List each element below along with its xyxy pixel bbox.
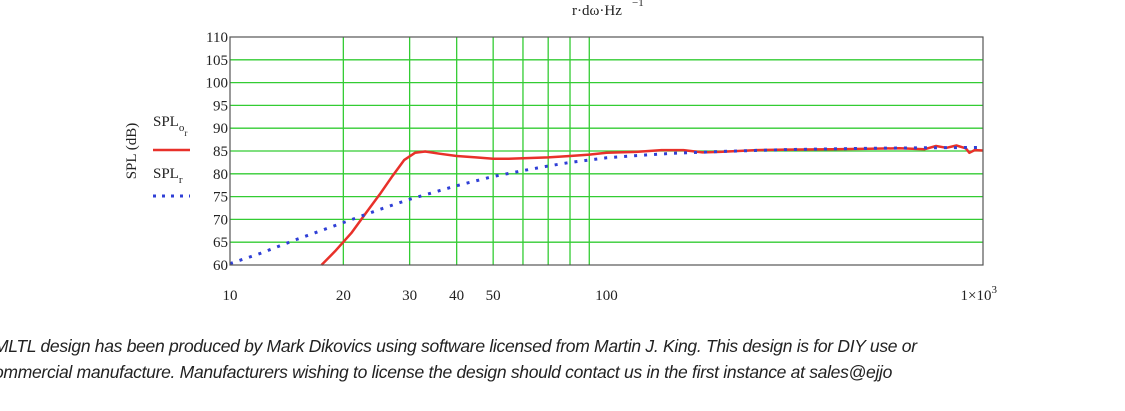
x-tick-label: 1×103 bbox=[961, 284, 998, 304]
caption-line-1: MLTL design has been produced by Mark Di… bbox=[0, 336, 917, 356]
x-tick-label: 40 bbox=[449, 288, 464, 304]
y-tick-label: 60 bbox=[213, 258, 228, 274]
y-tick-label: 90 bbox=[213, 121, 228, 137]
y-tick-label: 65 bbox=[213, 235, 228, 251]
header-superscript: −1 bbox=[632, 0, 644, 9]
y-tick-label: 100 bbox=[206, 76, 229, 92]
y-axis-label: SPL (dB) bbox=[124, 123, 140, 180]
legend: SPLor SPLr bbox=[153, 114, 190, 198]
y-tick-label: 105 bbox=[206, 53, 229, 69]
x-tick-labels: 10 20 30 40 50 100 1×103 bbox=[223, 284, 998, 304]
y-tick-label: 85 bbox=[213, 144, 228, 160]
caption-line-2: ommercial manufacture. Manufacturers wis… bbox=[0, 362, 893, 382]
series-line-SPLor bbox=[320, 144, 984, 266]
y-tick-label: 95 bbox=[213, 98, 228, 114]
y-tick-labels: 110 105 100 95 90 85 80 75 70 65 60 bbox=[206, 30, 229, 274]
series-layer bbox=[229, 144, 984, 266]
y-tick-label: 80 bbox=[213, 167, 228, 183]
x-tick-label: 100 bbox=[595, 288, 618, 304]
header-fragment: r·dω·Hz −1 bbox=[572, 0, 644, 19]
y-tick-label: 110 bbox=[206, 30, 228, 46]
y-tick-label: 70 bbox=[213, 212, 228, 228]
series-line-SPLr bbox=[229, 145, 984, 266]
y-tick-label: 75 bbox=[213, 190, 228, 206]
plot-frame bbox=[229, 36, 984, 266]
x-tick-label: 10 bbox=[223, 288, 238, 304]
x-tick-label: 50 bbox=[486, 288, 501, 304]
x-tick-label: 20 bbox=[336, 288, 351, 304]
legend-label-0: SPLor bbox=[153, 114, 187, 138]
grid-lines bbox=[230, 37, 983, 265]
x-tick-label: 30 bbox=[402, 288, 417, 304]
header-text: r·dω·Hz bbox=[572, 3, 622, 19]
legend-label-1: SPLr bbox=[153, 166, 183, 186]
